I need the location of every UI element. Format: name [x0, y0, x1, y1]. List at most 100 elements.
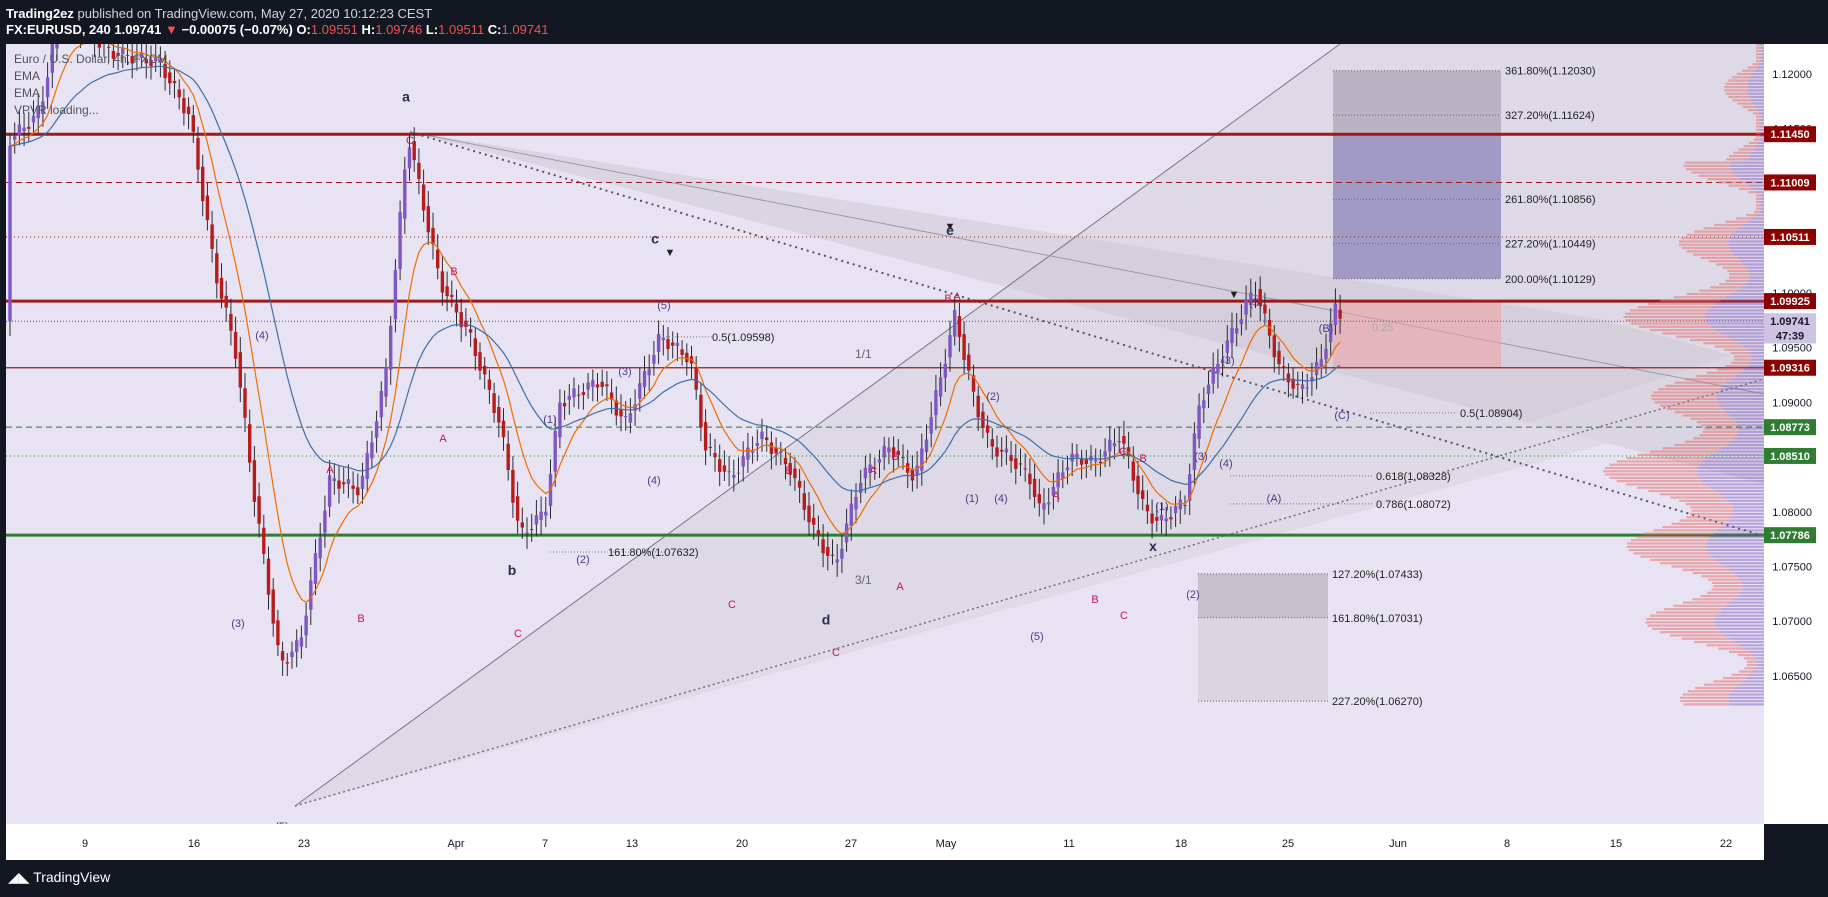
vp-bar-sell	[1725, 279, 1748, 282]
vp-bar-buy	[1732, 506, 1764, 509]
ratio-label: 1/1	[855, 347, 872, 361]
vp-bar-sell	[1714, 223, 1744, 227]
candle-body	[877, 459, 882, 463]
vp-bar-buy	[1740, 177, 1764, 181]
candle-body	[318, 537, 322, 559]
retracement-label: 0.5(1.08904)	[1460, 408, 1522, 420]
publisher-name[interactable]: Trading2ez	[6, 6, 74, 21]
candle-body	[36, 108, 40, 119]
retracement-label: 0.618(1.08328)	[1376, 471, 1451, 483]
wave-label-sub: (3)	[618, 366, 631, 378]
vp-bar-sell	[1756, 53, 1761, 56]
candle-body	[243, 388, 247, 418]
candle-body	[1183, 504, 1187, 506]
vp-bar-sell	[1729, 650, 1750, 653]
vp-bar-buy	[1706, 542, 1764, 545]
vp-bar-sell	[1625, 312, 1706, 315]
vp-bar-buy	[1729, 693, 1764, 696]
vp-bar-sell	[1692, 571, 1735, 575]
x-tick-label: 9	[82, 838, 88, 850]
wave-label-abc: B	[891, 451, 898, 463]
vp-bar-buy	[1733, 598, 1764, 601]
legend-ema-1[interactable]: EMA	[14, 69, 41, 83]
candle-body	[135, 56, 139, 58]
vp-bar-buy	[1749, 276, 1764, 279]
vp-bar-buy	[1721, 447, 1764, 450]
vp-bar-buy	[1760, 56, 1764, 59]
tradingview-icon: ◢◣	[8, 869, 30, 885]
candle-body	[1338, 309, 1342, 319]
vp-bar-sell	[1630, 539, 1709, 542]
vp-bar-buy	[1696, 470, 1764, 473]
vp-bar-sell	[1733, 151, 1752, 154]
x-tick-label: May	[936, 838, 957, 850]
candle-body	[1159, 514, 1164, 521]
vp-bar-sell	[1684, 161, 1731, 164]
vp-bar-buy	[1719, 388, 1764, 391]
candle-body	[266, 558, 271, 595]
candle-body	[619, 408, 623, 417]
candle-body	[459, 312, 463, 328]
legend-ema-2[interactable]: EMA	[14, 86, 41, 100]
vp-bar-buy	[1760, 135, 1764, 138]
trendline-dotted[interactable]	[409, 131, 1764, 537]
candle-body	[403, 169, 407, 219]
vp-bar-buy	[1722, 608, 1764, 611]
candle-body	[1286, 373, 1291, 383]
candle-body	[967, 354, 971, 371]
vp-bar-buy	[1741, 286, 1764, 289]
vp-bar-buy	[1760, 132, 1764, 135]
candle-body	[1178, 499, 1182, 510]
vp-bar-buy	[1736, 174, 1764, 177]
price-chart[interactable]: 361.80%(1.12030) 327.20%(1.11624) 261.80%(…	[0, 44, 1828, 860]
candle-body	[464, 320, 468, 327]
price-tag-bg	[1764, 359, 1816, 376]
vp-bar-sell	[1669, 634, 1725, 637]
wave-label-abc: A	[326, 464, 334, 476]
vp-bar-sell	[1736, 217, 1753, 220]
vp-bar-buy	[1716, 450, 1764, 453]
vp-bar-sell	[1756, 115, 1761, 118]
horizontal-levels	[6, 132, 1764, 537]
candle-body	[262, 527, 266, 554]
ema-fast-line	[9, 44, 1341, 603]
vp-bar-buy	[1747, 82, 1764, 85]
fib-upper-label: 261.80%(1.10856)	[1505, 194, 1596, 206]
vp-bar-buy	[1730, 440, 1764, 443]
vp-bar-buy	[1728, 240, 1764, 243]
tradingview-logo[interactable]: ◢◣ TradingView	[8, 869, 110, 886]
legend-title[interactable]: Euro / U.S. Dollar, 4h, FXCM	[14, 52, 168, 66]
candle-body	[1145, 504, 1150, 512]
candle-body	[41, 101, 45, 114]
candle-body	[1296, 383, 1300, 385]
vp-bar-buy	[1738, 227, 1764, 230]
legend-vpvr[interactable]: VPVR loading...	[14, 103, 99, 117]
candle-body	[1244, 299, 1248, 315]
candle-body	[154, 57, 158, 62]
candle-body	[332, 478, 336, 482]
candle-body	[1075, 453, 1079, 458]
price-tag-bg	[1764, 327, 1816, 344]
vp-bar-sell	[1691, 509, 1734, 512]
wave-marker-icon: ▼	[1229, 289, 1240, 301]
candle-body	[953, 309, 957, 337]
candle-body	[252, 460, 257, 502]
vp-bar-sell	[1666, 407, 1724, 410]
candle-body	[210, 224, 214, 249]
vp-bar-sell	[1656, 611, 1719, 614]
vp-bar-buy	[1747, 86, 1764, 89]
vp-bar-buy	[1752, 217, 1764, 220]
candles	[8, 44, 1342, 677]
vp-bar-sell	[1713, 680, 1743, 683]
wedge-upper-line[interactable]	[294, 44, 1341, 807]
vp-bar-sell	[1731, 673, 1751, 676]
vp-bar-buy	[1749, 184, 1764, 187]
vp-bar-buy	[1733, 171, 1764, 174]
vp-bar-buy	[1731, 250, 1764, 253]
symbol-label[interactable]: FX:EURUSD, 240	[6, 22, 111, 37]
vp-bar-buy	[1727, 335, 1764, 338]
candle-body	[280, 651, 285, 661]
vp-bar-buy	[1708, 539, 1764, 542]
time-axis[interactable]	[6, 824, 1764, 860]
vp-bar-buy	[1717, 391, 1764, 394]
